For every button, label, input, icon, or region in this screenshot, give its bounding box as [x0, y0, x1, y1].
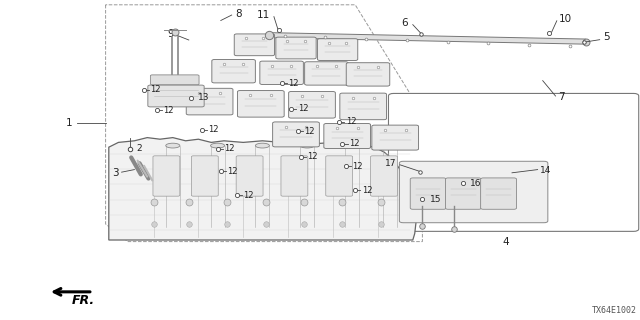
Text: 11: 11	[257, 10, 270, 20]
FancyBboxPatch shape	[410, 178, 446, 209]
FancyBboxPatch shape	[212, 60, 255, 83]
FancyBboxPatch shape	[236, 156, 263, 196]
FancyBboxPatch shape	[372, 125, 419, 150]
FancyBboxPatch shape	[276, 37, 316, 59]
Ellipse shape	[211, 143, 225, 148]
FancyBboxPatch shape	[273, 122, 319, 147]
Text: 17: 17	[385, 159, 397, 168]
Text: 2: 2	[136, 144, 142, 153]
FancyBboxPatch shape	[191, 156, 218, 196]
Ellipse shape	[166, 143, 180, 148]
Text: 13: 13	[198, 93, 210, 102]
FancyBboxPatch shape	[305, 62, 348, 85]
Text: 15: 15	[430, 195, 442, 204]
Text: 12: 12	[349, 140, 359, 148]
FancyBboxPatch shape	[289, 92, 335, 118]
Text: 5: 5	[603, 32, 609, 43]
Text: 12: 12	[346, 117, 356, 126]
Text: 3: 3	[112, 168, 118, 178]
FancyBboxPatch shape	[148, 85, 204, 107]
Text: 12: 12	[307, 152, 317, 161]
Text: 16: 16	[470, 179, 482, 188]
Text: 10: 10	[559, 13, 572, 24]
FancyBboxPatch shape	[281, 156, 308, 196]
Text: 12: 12	[288, 79, 298, 88]
Text: 12: 12	[163, 106, 173, 115]
Text: 12: 12	[227, 167, 237, 176]
FancyBboxPatch shape	[317, 39, 358, 60]
Text: TX64E1002: TX64E1002	[592, 306, 637, 315]
FancyBboxPatch shape	[346, 63, 390, 86]
FancyBboxPatch shape	[237, 91, 284, 117]
Ellipse shape	[383, 143, 397, 148]
Text: 8: 8	[236, 9, 242, 19]
Text: 1: 1	[66, 118, 72, 128]
FancyBboxPatch shape	[481, 178, 516, 209]
Text: 14: 14	[540, 166, 551, 175]
Polygon shape	[109, 138, 416, 240]
Text: 12: 12	[224, 144, 234, 153]
Text: 6: 6	[401, 18, 408, 28]
Text: 12: 12	[150, 85, 161, 94]
Text: 12: 12	[352, 162, 362, 171]
Text: 12: 12	[298, 104, 308, 113]
FancyBboxPatch shape	[399, 161, 548, 223]
FancyBboxPatch shape	[388, 93, 639, 231]
FancyBboxPatch shape	[150, 75, 199, 85]
FancyBboxPatch shape	[260, 61, 303, 84]
Text: 9: 9	[168, 29, 174, 39]
Ellipse shape	[345, 143, 359, 148]
Text: 7: 7	[558, 92, 564, 102]
Text: FR.: FR.	[72, 294, 95, 308]
FancyBboxPatch shape	[326, 156, 353, 196]
FancyBboxPatch shape	[153, 156, 180, 196]
Text: 4: 4	[502, 237, 509, 247]
FancyBboxPatch shape	[234, 34, 275, 56]
FancyBboxPatch shape	[186, 88, 233, 115]
FancyBboxPatch shape	[340, 93, 387, 120]
Text: 12: 12	[362, 186, 372, 195]
Polygon shape	[269, 33, 586, 44]
FancyBboxPatch shape	[445, 178, 481, 209]
Text: 12: 12	[243, 191, 253, 200]
Text: 12: 12	[304, 127, 314, 136]
FancyBboxPatch shape	[324, 124, 371, 148]
FancyBboxPatch shape	[371, 156, 397, 196]
Ellipse shape	[300, 143, 314, 148]
Text: 12: 12	[208, 125, 218, 134]
Ellipse shape	[255, 143, 269, 148]
